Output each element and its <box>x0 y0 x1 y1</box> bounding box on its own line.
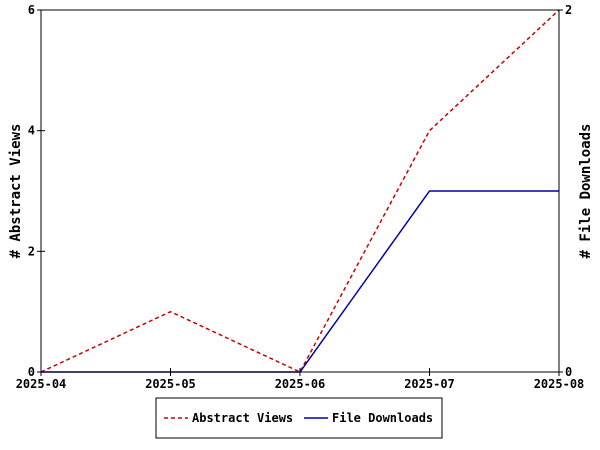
axes: 2025-04 2025-05 2025-06 2025-07 2025-0802460… <box>8 3 594 391</box>
y2-tick-label: 0 <box>565 365 572 379</box>
y-tick-label: 0 <box>28 365 35 379</box>
plot-area <box>40 9 560 373</box>
legend: Abstract Views File Downloads <box>155 397 443 439</box>
y-tick-label: 4 <box>28 124 35 138</box>
y-tick-label: 2 <box>28 244 35 258</box>
series-line-abstract-views <box>40 9 560 373</box>
x-tick-label: 2025-05 <box>145 377 196 391</box>
x-tick-label: 2025-07 <box>404 377 455 391</box>
x-tick-label: 2025-08 <box>534 377 585 391</box>
y-tick-label: 6 <box>28 3 35 17</box>
x-tick-label: 2025-06 <box>275 377 326 391</box>
x-tick-label: 2025-04 <box>16 377 67 391</box>
series-line-file-downloads <box>41 190 559 373</box>
y2-axis-title: # File Downloads <box>578 124 594 259</box>
y-axis-title: # Abstract Views <box>8 124 24 259</box>
legend-label: Abstract Views <box>192 411 293 425</box>
legend-box <box>155 397 443 439</box>
y2-tick-label: 2 <box>565 3 572 17</box>
legend-label: File Downloads <box>332 411 433 425</box>
